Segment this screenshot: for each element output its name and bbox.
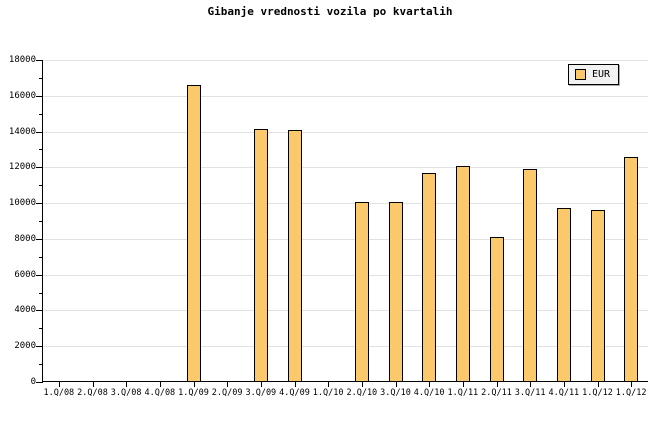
gridline: [43, 238, 648, 240]
y-axis-tick-major: [36, 382, 43, 383]
y-axis-tick-label: 14000: [8, 126, 36, 137]
x-axis-tick-label: 4.Q/10: [413, 388, 445, 398]
y-axis-tick-label: 6000: [14, 269, 36, 280]
gridline: [43, 167, 648, 169]
y-axis-tick-major: [36, 60, 43, 61]
bar[interactable]: [523, 169, 538, 382]
y-axis-labels: 0 2000 4000 6000 8000 10000 12000 14000 16000 180…: [0, 55, 36, 387]
gridline: [43, 95, 648, 97]
bar[interactable]: [455, 165, 470, 382]
y-axis-tick-minor: [39, 77, 43, 79]
x-axis-tick: [58, 382, 60, 387]
bar[interactable]: [624, 156, 639, 382]
bar[interactable]: [556, 208, 571, 382]
y-axis-tick-minor: [39, 113, 43, 115]
x-axis-tick-label: 1.Q/10: [312, 388, 344, 398]
y-axis-tick-major: [36, 238, 43, 240]
x-axis-tick-label: 3.Q/10: [380, 388, 411, 398]
gridline: [43, 203, 648, 205]
x-axis-tick: [631, 382, 633, 387]
y-axis-tick-label: 18000: [8, 55, 36, 65]
x-axis-tick: [92, 382, 94, 387]
x-axis-tick: [227, 382, 229, 387]
gridline: [43, 131, 648, 133]
x-axis-tick-label: 3.Q/11: [514, 388, 546, 398]
bar[interactable]: [489, 237, 504, 382]
y-axis-tick-label: 12000: [8, 162, 36, 173]
y-axis-tick-major: [36, 203, 43, 205]
legend-swatch-eur: [575, 69, 586, 80]
y-axis-tick-label: 4000: [14, 305, 36, 316]
x-axis-tick-label: 3.Q/09: [245, 388, 277, 398]
x-axis-tick-label: 2.Q/10: [346, 388, 378, 398]
x-axis-tick: [260, 382, 262, 387]
bar[interactable]: [388, 202, 403, 382]
bar[interactable]: [354, 202, 369, 382]
x-axis-tick: [294, 382, 296, 387]
x-axis-labels: 1.Q/08 2.Q/08 3.Q/08 4.Q/08 1.Q/09 2.Q/09 3.Q/…: [42, 388, 648, 402]
legend-label-eur: EUR: [592, 69, 611, 80]
x-axis-tick: [462, 382, 464, 387]
y-axis-tick-major: [36, 95, 43, 97]
y-axis-tick-label: 16000: [8, 90, 36, 101]
y-axis-tick-label: 2000: [14, 341, 36, 352]
x-axis-tick-label: 1.Q/12: [615, 388, 647, 398]
y-axis-tick-minor: [39, 185, 43, 187]
x-axis-tick-label: 2.Q/08: [77, 388, 108, 398]
x-axis-tick: [159, 382, 161, 387]
bar[interactable]: [287, 129, 302, 382]
x-axis-tick-label: 3.Q/08: [110, 388, 142, 398]
x-axis-tick: [193, 382, 195, 387]
x-axis-tick: [429, 382, 431, 387]
gridline: [43, 346, 648, 348]
x-axis-tick: [361, 382, 363, 387]
gridline: [43, 60, 648, 61]
y-axis-tick-major: [36, 167, 43, 169]
x-axis-tick: [597, 382, 599, 387]
bar[interactable]: [186, 85, 201, 382]
bars-layer: [42, 60, 648, 382]
bar[interactable]: [253, 128, 268, 382]
y-axis-tick-minor: [39, 364, 43, 366]
x-axis-tick-label: 1.Q/08: [43, 388, 75, 398]
x-axis-tick: [126, 382, 128, 387]
plot-area: [42, 60, 648, 382]
y-axis-tick-label: 8000: [14, 233, 36, 244]
y-axis-tick-minor: [39, 256, 43, 258]
x-axis-tick: [563, 382, 565, 387]
chart-legend: EUR: [568, 64, 620, 85]
x-axis-tick-label: 2.Q/11: [481, 388, 512, 398]
x-axis-tick: [328, 382, 330, 387]
y-axis-tick-minor: [39, 149, 43, 151]
y-axis-tick-minor: [39, 221, 43, 222]
x-axis-tick: [530, 382, 532, 387]
y-axis-tick-major: [36, 274, 43, 276]
x-axis-tick-label: 4.Q/11: [548, 388, 580, 398]
x-axis-tick-label: 4.Q/09: [279, 388, 310, 398]
x-axis-tick-label: 1.Q/12: [582, 388, 613, 398]
x-axis-tick: [395, 382, 397, 387]
y-axis-tick-minor: [39, 328, 43, 330]
x-axis-tick-label: 1.Q/09: [178, 388, 209, 398]
gridline: [43, 274, 648, 276]
x-axis-ticks: [42, 382, 648, 388]
x-axis-tick-label: 1.Q/11: [447, 388, 479, 398]
bar[interactable]: [590, 210, 605, 382]
y-axis-tick-major: [36, 346, 43, 348]
y-axis-tick-major: [36, 310, 43, 312]
y-axis-tick-minor: [39, 292, 43, 294]
chart-title: Gibanje vrednosti vozila po kvartalih: [207, 5, 453, 18]
x-axis-tick-label: 2.Q/09: [211, 388, 243, 398]
x-axis-tick-label: 4.Q/08: [144, 388, 176, 398]
bar[interactable]: [422, 172, 437, 382]
x-axis-tick: [496, 382, 498, 387]
y-axis-tick-label: 10000: [8, 198, 36, 209]
y-axis-tick-major: [36, 131, 43, 133]
y-axis-ticks: [36, 60, 43, 383]
gridline: [43, 310, 648, 312]
y-axis-tick-label: 0: [30, 377, 36, 387]
